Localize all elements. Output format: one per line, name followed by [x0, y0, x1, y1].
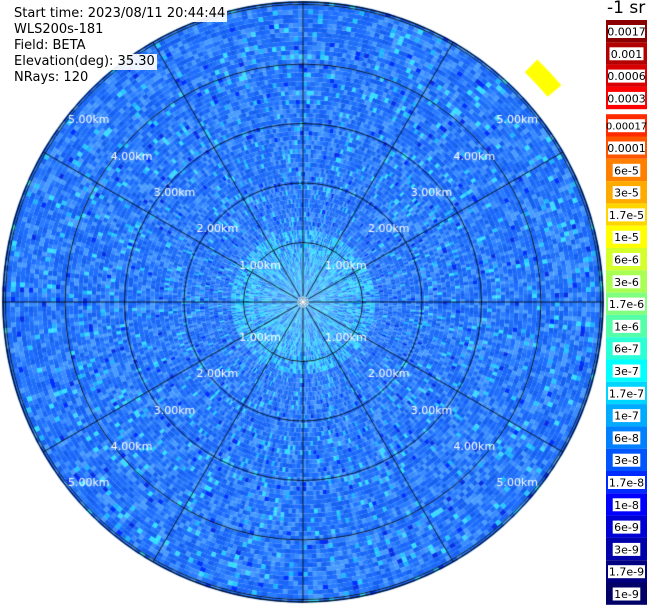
- colorbar-label-bg: [608, 119, 645, 133]
- colorbar-tick-label: 1e-6: [614, 320, 639, 333]
- colorbar-label-bg: [608, 565, 645, 579]
- colorbar-unit-label: -1 sr: [607, 0, 646, 18]
- colorbar-tick-label: 0.00017: [606, 122, 647, 133]
- colorbar-label-bg: [612, 498, 641, 512]
- colorbar-tick-label: 6e-9: [614, 521, 639, 534]
- colorbar-label-bg: [612, 542, 641, 556]
- colorbar-tick-label: 6e-6: [614, 254, 639, 267]
- colorbar-label-bg: [608, 386, 645, 400]
- colorbar-tick-label: 0.0003: [607, 92, 646, 105]
- colorbar-tick-label: 6e-8: [614, 432, 639, 445]
- colorbar-tick-label: 3e-9: [614, 543, 639, 556]
- colorbar-label-bg: [612, 342, 641, 356]
- colorbar-tick-label: 0.0001: [607, 142, 646, 155]
- colorbar-label-bg: [612, 319, 641, 333]
- colorbar-label-bg: [612, 364, 641, 378]
- site-label: WLS200s-181: [12, 22, 106, 38]
- colorbar-label-bg: [608, 69, 645, 83]
- colorbar-label-bg: [609, 47, 644, 61]
- colorbar-tick-label: 1e-8: [614, 499, 639, 512]
- colorbar-tick-label: 0.0006: [607, 70, 646, 83]
- colorbar-label-bg: [608, 25, 645, 38]
- colorbar-label-bg: [612, 431, 641, 445]
- colorbar-tick-label: 1e-5: [614, 231, 639, 244]
- colorbar-tick-label: 0.001: [611, 48, 643, 61]
- colorbar-tick-label: 1.7e-6: [609, 298, 644, 311]
- colorbar-label-bg: [612, 186, 641, 200]
- colorbar-label-bg: [612, 230, 641, 244]
- colorbar-tick-label: 3e-6: [614, 276, 639, 289]
- colorbar-tick-label: 3e-5: [614, 187, 639, 200]
- colorbar-label-bg: [612, 163, 641, 177]
- colorbar-label-bg: [608, 91, 645, 105]
- colorbar-tick-label: 0.0017: [607, 26, 646, 39]
- colorbar-tick-label: 1.7e-8: [609, 477, 644, 490]
- colorbar-tick-label: 1.7e-7: [609, 387, 644, 400]
- colorbar: 0.0017 0.001 0.0006 0.0003 0.00017 0.0001 6e-5…: [606, 20, 647, 605]
- colorbar-tick-label: 6e-5: [614, 164, 639, 177]
- field-label: Field: BETA: [12, 38, 88, 54]
- colorbar-label-bg: [612, 453, 641, 467]
- colorbar-tick-label: 1.7e-9: [609, 566, 644, 579]
- colorbar-label-bg: [612, 587, 641, 601]
- colorbar-label-bg: [608, 208, 645, 222]
- colorbar-tick-label: 1e-7: [614, 410, 639, 423]
- colorbar-label-bg: [608, 297, 645, 311]
- colorbar-label-bg: [608, 476, 645, 489]
- colorbar-label-bg: [612, 275, 641, 289]
- colorbar-tick-label: 1e-9: [614, 588, 639, 601]
- colorbar-tick-label: 3e-7: [614, 365, 639, 378]
- colorbar-label-bg: [612, 409, 641, 423]
- colorbar-tick-label: 6e-7: [614, 343, 639, 356]
- colorbar-label-bg: [612, 253, 641, 266]
- colorbar-tick-label: 1.7e-5: [609, 209, 644, 222]
- nrays-label: NRays: 120: [12, 70, 91, 86]
- colorbar-label-bg: [612, 520, 641, 534]
- colorbar-tick-label: 3e-8: [614, 454, 639, 467]
- elevation-label: Elevation(deg): 35.30: [12, 54, 157, 70]
- start-time-label: Start time: 2023/08/11 20:44:44: [12, 6, 228, 22]
- colorbar-label-bg: [608, 141, 645, 155]
